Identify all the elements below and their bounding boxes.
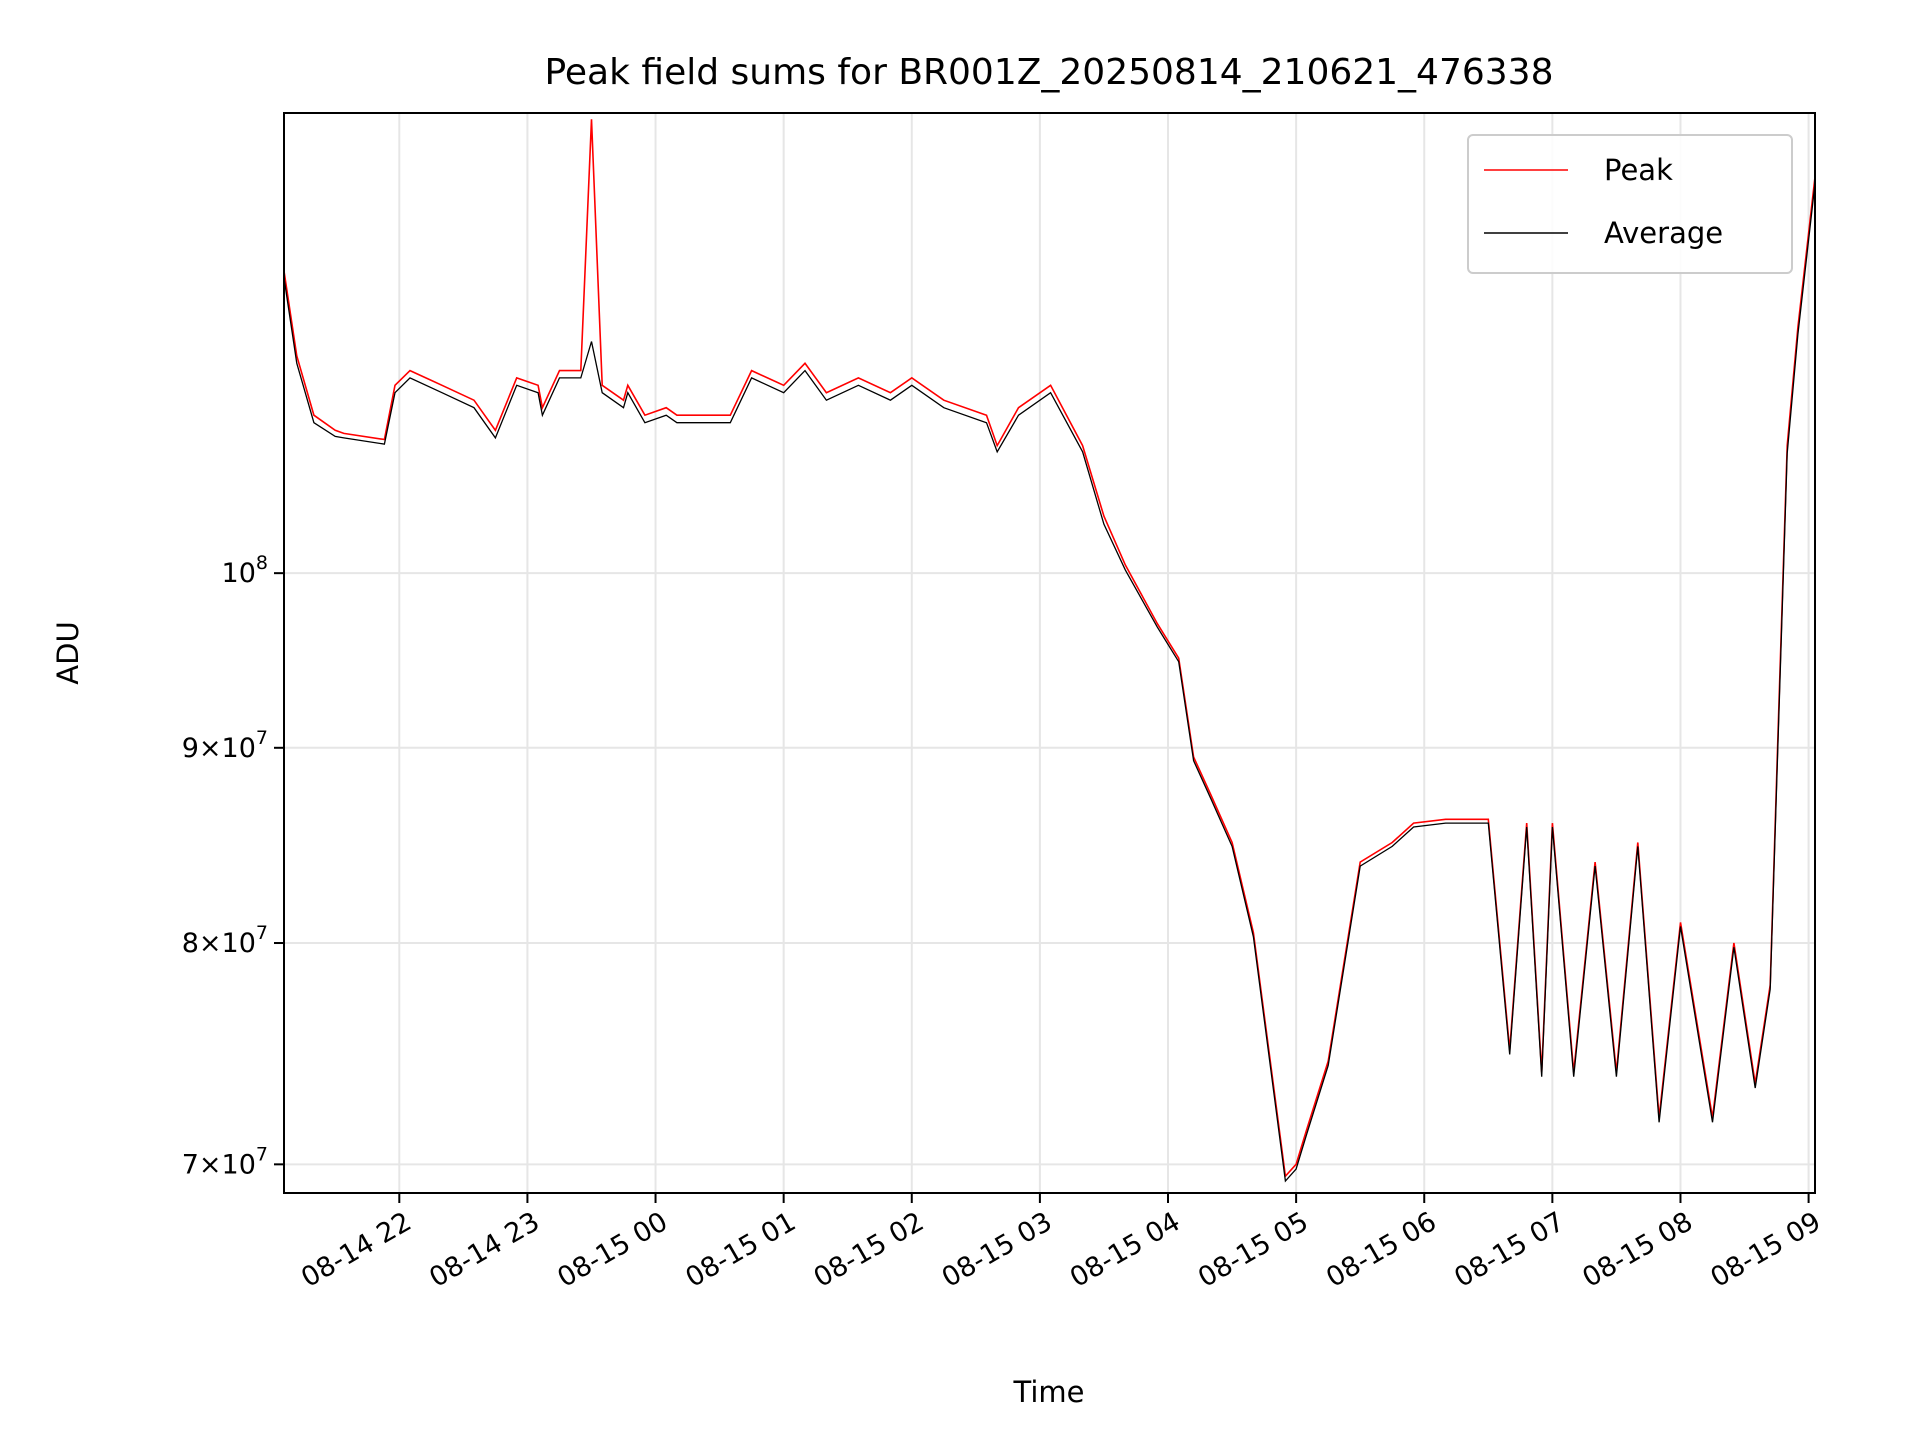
x-tick-label: 08-15 06 xyxy=(1321,1206,1442,1294)
y-tick-base: 8×10 xyxy=(182,928,256,959)
x-tick-label: 08-14 22 xyxy=(296,1206,417,1294)
y-tick-base: 10 xyxy=(222,558,256,589)
series-line-peak xyxy=(284,119,1815,1179)
y-tick-base: 7×10 xyxy=(182,1149,256,1180)
y-tick-label: 9×107 xyxy=(182,727,268,764)
x-tick-label: 08-14 23 xyxy=(424,1206,545,1294)
legend-label-average: Average xyxy=(1604,216,1723,250)
x-tick-label: 08-15 01 xyxy=(681,1206,802,1294)
x-tick-label: 08-15 07 xyxy=(1449,1206,1570,1294)
y-tick-exponent: 7 xyxy=(256,727,268,749)
series-line-average xyxy=(284,183,1815,1183)
y-tick-label: 7×107 xyxy=(182,1143,268,1180)
y-tick-label: 8×107 xyxy=(182,922,268,959)
plot-frame xyxy=(283,112,1816,1194)
y-tick-exponent: 8 xyxy=(256,552,268,574)
series-lines xyxy=(284,119,1815,1183)
x-tick-label: 08-15 00 xyxy=(552,1206,673,1294)
y-tick-base: 9×10 xyxy=(182,733,256,764)
x-tick-label: 08-15 08 xyxy=(1577,1206,1698,1294)
y-tick-label: 108 xyxy=(222,552,268,589)
x-tick-label: 08-15 04 xyxy=(1065,1206,1186,1294)
x-tick-label: 08-15 09 xyxy=(1705,1206,1826,1294)
grid xyxy=(284,113,1815,1193)
y-tick-exponent: 7 xyxy=(256,922,268,944)
x-tick-label: 08-15 03 xyxy=(937,1206,1058,1294)
legend: Peak Average xyxy=(1467,134,1793,274)
legend-label-peak: Peak xyxy=(1604,153,1673,187)
x-axis-ticks: 08-14 22 08-14 23 08-15 00 08-15 01 08-15 02… xyxy=(296,1193,1826,1294)
y-tick-exponent: 7 xyxy=(256,1143,268,1165)
x-tick-label: 08-15 02 xyxy=(809,1206,930,1294)
x-tick-label: 08-15 05 xyxy=(1193,1206,1314,1294)
x-axis-label: Time xyxy=(1013,1375,1085,1409)
chart-title: Peak field sums for BR001Z_20250814_2106… xyxy=(544,52,1553,93)
y-axis-label: ADU xyxy=(51,621,85,684)
